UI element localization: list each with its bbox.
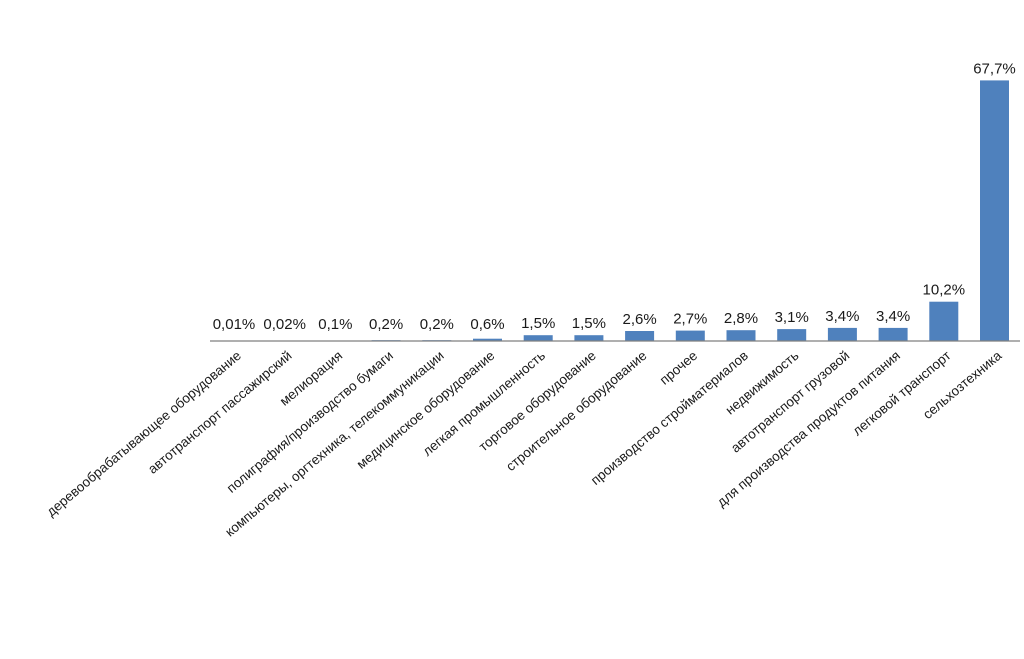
data-label: 10,2% — [923, 282, 966, 299]
bar — [929, 301, 959, 341]
x-tick-label: для производства продуктов питания — [714, 348, 903, 510]
data-label: 1,5% — [572, 315, 606, 332]
bar — [777, 329, 807, 342]
data-label: 1,5% — [521, 315, 555, 332]
bar — [726, 330, 756, 341]
bar — [473, 338, 502, 342]
x-tick-label: прочее — [657, 348, 700, 388]
bar — [878, 327, 908, 341]
data-label: 3,1% — [775, 309, 809, 326]
data-label: 0,2% — [420, 316, 454, 333]
data-label: 3,4% — [825, 308, 859, 325]
data-labels-group: 0,01% 0,02% 0,1% 0,2% 0,2% 0,6% 1,5% 1,5% 2,6% 2,… — [213, 60, 1016, 333]
x-tick-label: деревообрабатывающее оборудование — [44, 348, 244, 519]
data-label: 0,02% — [263, 316, 306, 333]
bar — [523, 335, 553, 341]
data-label: 0,6% — [470, 316, 504, 333]
data-label: 2,8% — [724, 310, 758, 327]
category-labels-group: деревообрабатывающее оборудованиеавтотра… — [44, 347, 1005, 539]
data-label: 0,2% — [369, 316, 403, 333]
data-label: 2,6% — [622, 311, 656, 328]
bar — [625, 331, 655, 342]
data-label: 0,1% — [318, 316, 352, 333]
bar — [574, 335, 604, 341]
bar — [980, 80, 1009, 342]
x-tick-label: легковой транспорт — [850, 348, 954, 439]
data-label: 2,7% — [673, 311, 707, 328]
data-label: 3,4% — [876, 308, 910, 325]
data-label: 67,7% — [973, 60, 1016, 77]
bar — [827, 327, 857, 341]
data-label: 0,01% — [213, 316, 256, 333]
bar — [675, 330, 705, 341]
bars-group — [219, 80, 1009, 342]
